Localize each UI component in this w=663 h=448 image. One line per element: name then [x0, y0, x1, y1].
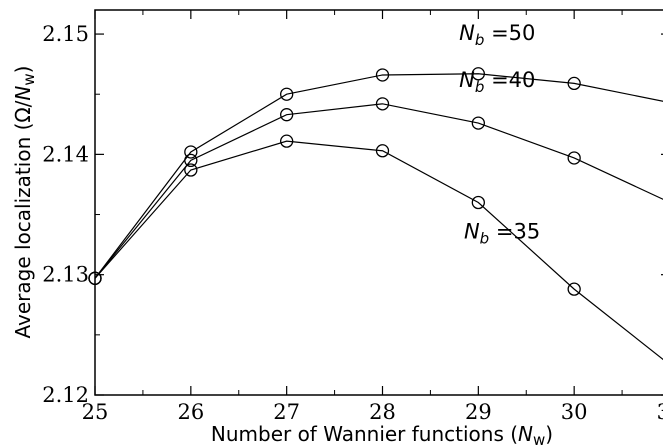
y-tick-label: 2.12 [42, 383, 89, 407]
data-point [184, 153, 198, 168]
data-point [567, 151, 581, 165]
x-axis-label: Number of Wannier functions (Nw) [211, 422, 553, 448]
series-line-1 [94, 73, 663, 279]
data-point [375, 97, 390, 111]
x-tick-label: 30 [561, 400, 588, 424]
series-line-2 [94, 103, 663, 279]
x-tick-label: 29 [465, 400, 492, 424]
data-point [567, 76, 581, 91]
data-point [471, 116, 485, 130]
data-point [280, 108, 294, 122]
data-point [184, 163, 198, 177]
x-tick-label: 28 [369, 400, 396, 424]
series-group [88, 67, 663, 361]
data-point [567, 282, 581, 296]
data-point [375, 144, 390, 158]
series-line-3 [94, 140, 663, 361]
x-tick-label: 27 [273, 400, 300, 424]
data-point [375, 68, 390, 82]
series-annotation: Nb =50 [459, 21, 535, 49]
y-axis-label: Average localization (Ω/Nw) [11, 66, 38, 339]
data-point [280, 134, 294, 148]
data-point [88, 271, 102, 285]
y-tick-label: 2.13 [42, 263, 89, 287]
x-tick-label: 26 [177, 400, 204, 424]
y-tick-label: 2.15 [42, 22, 89, 46]
x-tick-label: 25 [82, 400, 109, 424]
data-point [280, 87, 294, 101]
series-annotation: Nb =40 [459, 68, 535, 96]
axis-ticks: 25 26 27 28 29 30 31 2.12 2.13 2.14 2.15 [42, 10, 663, 424]
annotation-group: Nb =50 Nb =40 Nb =35 [459, 21, 540, 248]
data-point [471, 67, 485, 81]
x-tick-label: 31 [657, 400, 663, 424]
plot-frame [94, 9, 663, 396]
y-tick-label: 2.14 [42, 142, 89, 166]
data-point [184, 145, 198, 159]
series-annotation: Nb =35 [464, 220, 540, 248]
data-point [471, 195, 485, 210]
